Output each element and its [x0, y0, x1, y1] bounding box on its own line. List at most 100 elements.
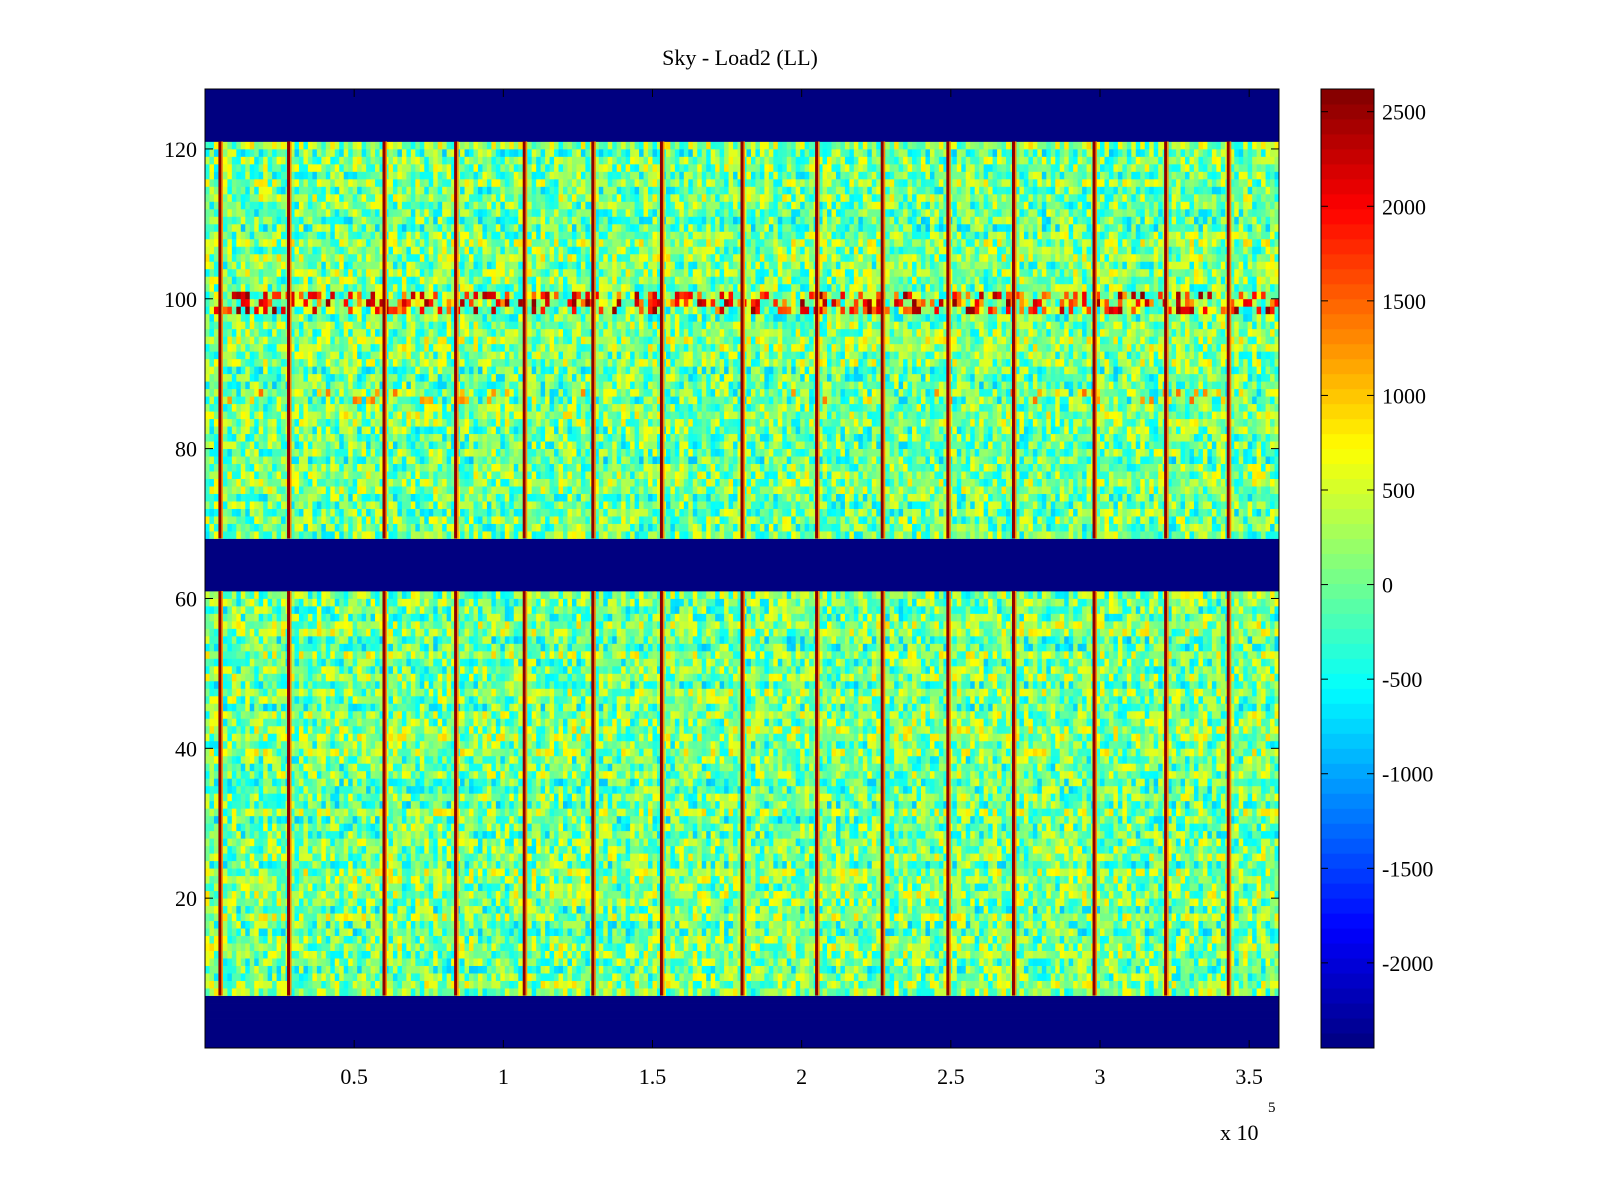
- heatmap-cell: [415, 936, 420, 944]
- heatmap-cell: [630, 966, 635, 974]
- heatmap-cell: [460, 876, 465, 884]
- heatmap-cell: [796, 891, 801, 899]
- heatmap-cell: [1087, 973, 1092, 981]
- heatmap-cell: [729, 913, 734, 921]
- heatmap-cell: [371, 966, 376, 974]
- heatmap-cell: [1019, 973, 1024, 981]
- heatmap-cell: [312, 973, 317, 981]
- heatmap-cell: [429, 921, 434, 929]
- heatmap-cell: [1104, 861, 1109, 869]
- heatmap-cell: [863, 876, 868, 884]
- heatmap-cell: [867, 943, 872, 951]
- heatmap-cell: [335, 951, 340, 959]
- heatmap-cell: [912, 883, 917, 891]
- heatmap-cell: [1037, 988, 1042, 996]
- heatmap-cell: [934, 868, 939, 876]
- heatmap-cell: [232, 936, 237, 944]
- heatmap-cell: [371, 981, 376, 989]
- heatmap-cell: [1064, 936, 1069, 944]
- heatmap-cell: [1109, 981, 1114, 989]
- heatmap-cell: [840, 958, 845, 966]
- heatmap-cell: [375, 951, 380, 959]
- heatmap-cell: [997, 928, 1002, 936]
- heatmap-cell: [344, 921, 349, 929]
- heatmap-cell: [1216, 981, 1221, 989]
- heatmap-cell: [939, 846, 944, 854]
- heatmap-cell: [1122, 981, 1127, 989]
- heatmap-cell: [1069, 958, 1074, 966]
- heatmap-cell: [585, 838, 590, 846]
- heatmap-cell: [599, 891, 604, 899]
- heatmap-cell: [1033, 838, 1038, 846]
- heatmap-cell: [411, 958, 416, 966]
- heatmap-cell: [679, 891, 684, 899]
- heatmap-cell: [934, 936, 939, 944]
- heatmap-cell: [330, 928, 335, 936]
- heatmap-cell: [1154, 943, 1159, 951]
- heatmap-cell: [366, 868, 371, 876]
- heatmap-cell: [1069, 951, 1074, 959]
- heatmap-cell: [1033, 966, 1038, 974]
- heatmap-cell: [1172, 891, 1177, 899]
- heatmap-cell: [223, 853, 228, 861]
- heatmap-cell: [1131, 906, 1136, 914]
- heatmap-cell: [572, 951, 577, 959]
- heatmap-cell: [1140, 853, 1145, 861]
- heatmap-cell: [979, 891, 984, 899]
- heatmap-cell: [796, 913, 801, 921]
- heatmap-cell: [1006, 861, 1011, 869]
- heatmap-cell: [608, 906, 613, 914]
- heatmap-cell: [823, 928, 828, 936]
- heatmap-cell: [536, 906, 541, 914]
- heatmap-cell: [648, 936, 653, 944]
- heatmap-cell: [581, 973, 586, 981]
- heatmap-cell: [925, 891, 930, 899]
- heatmap-cell: [679, 906, 684, 914]
- heatmap-cell: [250, 876, 255, 884]
- heatmap-cell: [259, 898, 264, 906]
- heatmap-cell: [746, 958, 751, 966]
- heatmap-cell: [630, 921, 635, 929]
- heatmap-cell: [702, 951, 707, 959]
- heatmap-cell: [1212, 898, 1217, 906]
- heatmap-cell: [809, 958, 814, 966]
- heatmap-cell: [1042, 988, 1047, 996]
- heatmap-cell: [823, 936, 828, 944]
- heatmap-cell: [536, 868, 541, 876]
- heatmap-cell: [653, 853, 658, 861]
- heatmap-cell: [509, 891, 514, 899]
- heatmap-cell: [630, 891, 635, 899]
- heatmap-cell: [245, 846, 250, 854]
- heatmap-cell: [268, 958, 273, 966]
- heatmap-cell: [867, 868, 872, 876]
- heatmap-cell: [393, 981, 398, 989]
- heatmap-cell: [281, 906, 286, 914]
- heatmap-cell: [890, 898, 895, 906]
- heatmap-cell: [1087, 883, 1092, 891]
- heatmap-cell: [326, 906, 331, 914]
- heatmap-cell: [1252, 966, 1257, 974]
- heatmap-cell: [567, 928, 572, 936]
- heatmap-cell: [773, 973, 778, 981]
- heatmap-cell: [518, 951, 523, 959]
- heatmap-cell: [478, 906, 483, 914]
- heatmap-cell: [402, 958, 407, 966]
- heatmap-cell: [773, 868, 778, 876]
- heatmap-cell: [353, 913, 358, 921]
- heatmap-cell: [268, 838, 273, 846]
- heatmap-cell: [353, 936, 358, 944]
- heatmap-cell: [733, 988, 738, 996]
- heatmap-cell: [259, 921, 264, 929]
- heatmap-cell: [1248, 981, 1253, 989]
- heatmap-cell: [733, 951, 738, 959]
- heatmap-cell: [1087, 876, 1092, 884]
- heatmap-cell: [250, 868, 255, 876]
- heatmap-cell: [653, 891, 658, 899]
- heatmap-cell: [518, 868, 523, 876]
- heatmap-cell: [840, 883, 845, 891]
- heatmap-cell: [760, 913, 765, 921]
- heatmap-cell: [917, 966, 922, 974]
- heatmap-cell: [993, 876, 998, 884]
- heatmap-cell: [326, 966, 331, 974]
- heatmap-cell: [1212, 913, 1217, 921]
